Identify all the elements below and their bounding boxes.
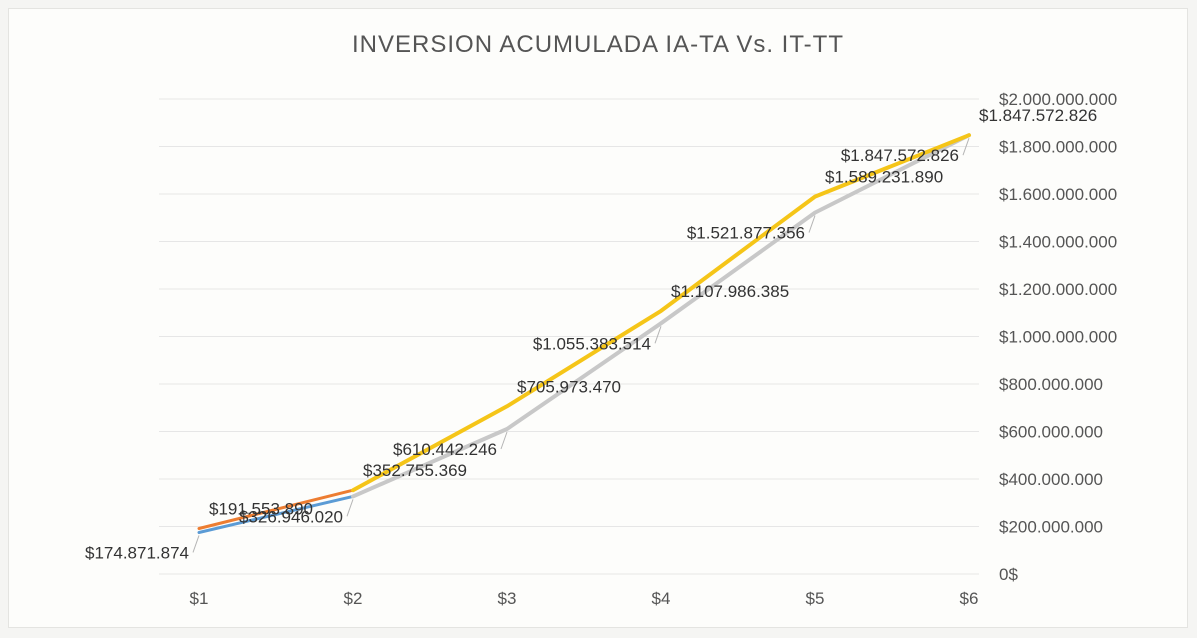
y-tick-label: $2.000.000.000 xyxy=(999,90,1117,109)
x-tick-label: $6 xyxy=(960,589,979,608)
data-label: $1.055.383.514 xyxy=(533,334,651,353)
x-tick-label: $3 xyxy=(498,589,517,608)
data-label-leader xyxy=(962,138,970,156)
x-tick-label: $4 xyxy=(652,589,671,608)
y-tick-label: $800.000.000 xyxy=(999,375,1103,394)
data-label: $1.847.572.826 xyxy=(979,106,1097,125)
y-tick-label: $400.000.000 xyxy=(999,470,1103,489)
y-tick-label: $1.200.000.000 xyxy=(999,280,1117,299)
y-tick-label: 0$ xyxy=(999,565,1018,584)
chart-container: INVERSION ACUMULADA IA-TA Vs. IT-TT 0$ $2… xyxy=(8,8,1188,628)
x-tick-label: $5 xyxy=(806,589,825,608)
series-line xyxy=(351,133,971,493)
data-label-leader xyxy=(808,215,816,233)
data-label-leader xyxy=(346,499,354,517)
data-label-leader xyxy=(500,431,508,450)
data-label-leader xyxy=(192,535,200,553)
data-label: $1.107.986.385 xyxy=(671,282,789,301)
series-line xyxy=(197,494,355,534)
x-tick-label: $2 xyxy=(344,589,363,608)
data-label: $352.755.369 xyxy=(363,461,467,480)
chart-title: INVERSION ACUMULADA IA-TA Vs. IT-TT xyxy=(352,31,844,58)
y-tick-label: $1.000.000.000 xyxy=(999,328,1117,347)
data-label: $326.946.020 xyxy=(239,507,343,526)
data-label: $1.589.231.890 xyxy=(825,168,943,187)
data-label: $1.521.877.356 xyxy=(687,224,805,243)
data-label: $191.553.890 xyxy=(209,500,313,519)
y-tick-label: $1.800.000.000 xyxy=(999,138,1117,157)
y-tick-label: $600.000.000 xyxy=(999,423,1103,442)
line-chart: 0$ $200.000.000 $400.000.000 $600.000.000 $8… xyxy=(85,90,1117,608)
data-label: $705.973.470 xyxy=(517,377,621,396)
data-label: $1.847.572.826 xyxy=(841,146,959,165)
y-tick-label: $1.400.000.000 xyxy=(999,233,1117,252)
data-label: $610.442.246 xyxy=(393,440,497,459)
y-tick-label: $200.000.000 xyxy=(999,518,1103,537)
data-label-leader xyxy=(654,326,662,344)
data-label: $174.871.874 xyxy=(85,543,189,562)
series-line xyxy=(197,488,355,530)
x-tick-label: $1 xyxy=(190,589,209,608)
y-tick-label: $1.600.000.000 xyxy=(999,185,1117,204)
